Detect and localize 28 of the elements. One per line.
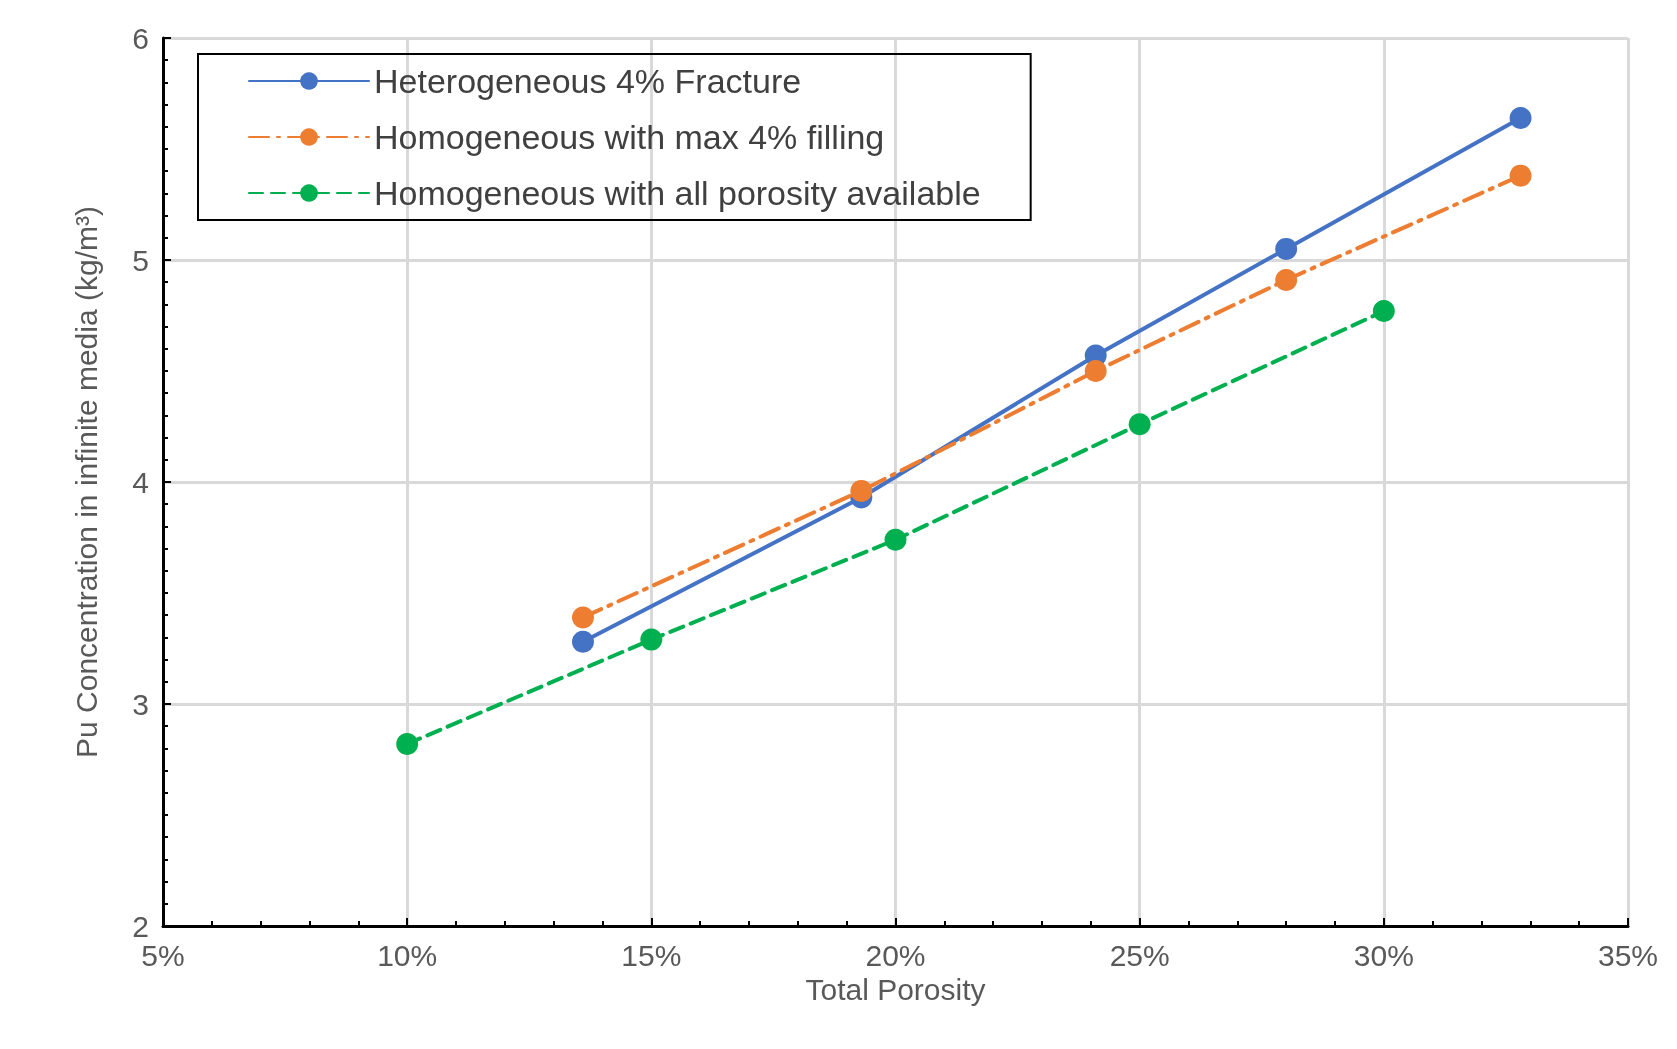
- legend-label: Heterogeneous 4% Fracture: [374, 62, 802, 100]
- point: [571, 606, 594, 629]
- point: [1372, 300, 1395, 323]
- point: [1509, 106, 1532, 129]
- legend-label: Homogeneous with max 4% filling: [374, 118, 885, 156]
- point: [1128, 413, 1151, 436]
- x-tick-label: 10%: [377, 938, 438, 972]
- y-axis-title: Pu Concentration in infinite media (kg/m³): [69, 206, 103, 758]
- y-tick-label: 5: [132, 243, 149, 277]
- point: [396, 732, 419, 755]
- x-tick-label: 20%: [865, 938, 926, 972]
- x-tick-label: 30%: [1353, 938, 1414, 972]
- legend-label: Homogeneous with all porosity available: [374, 174, 981, 212]
- point: [1509, 164, 1532, 187]
- x-tick-label: 25%: [1109, 938, 1170, 972]
- x-tick-label: 35%: [1597, 938, 1659, 972]
- point: [1275, 268, 1298, 291]
- x-axis-title: Total Porosity: [805, 973, 986, 1007]
- point: [1084, 360, 1107, 382]
- y-tick-label: 3: [132, 687, 149, 721]
- point: [850, 479, 873, 502]
- y-tick-label: 4: [132, 465, 149, 499]
- x-tick-label: 15%: [621, 938, 682, 972]
- point: [640, 628, 663, 651]
- y-tick-label: 6: [132, 21, 149, 55]
- point: [1275, 237, 1298, 260]
- point: [884, 528, 907, 551]
- point: [571, 630, 594, 653]
